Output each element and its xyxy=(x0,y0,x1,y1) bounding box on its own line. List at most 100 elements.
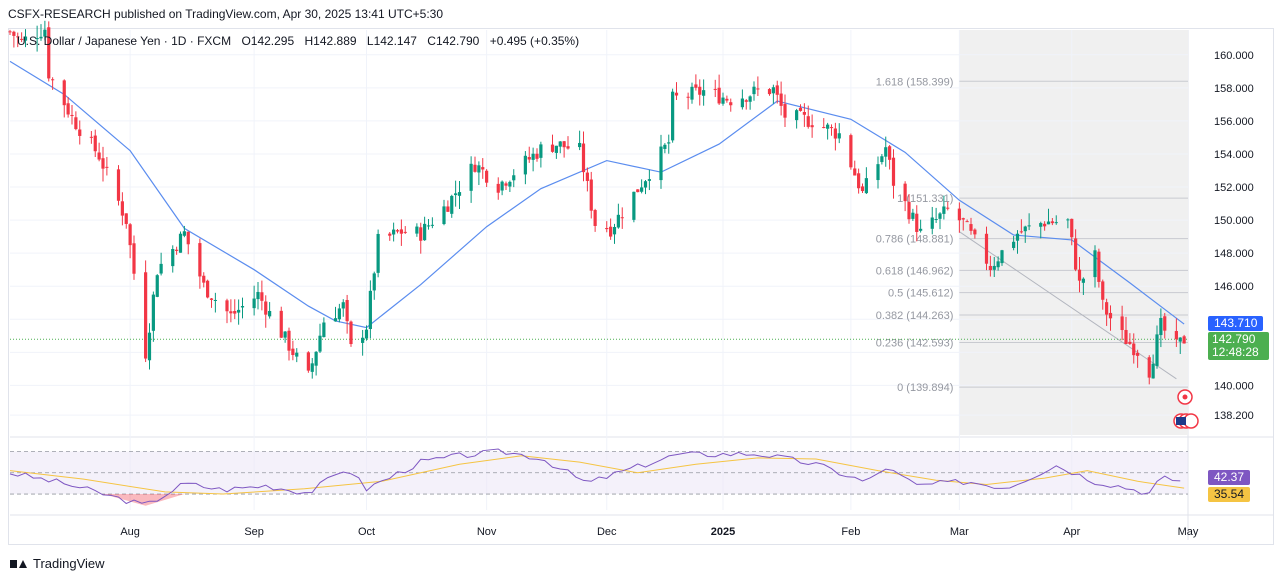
candle xyxy=(477,161,481,186)
candle xyxy=(1163,312,1167,339)
candle xyxy=(93,129,97,158)
candle-body xyxy=(667,142,671,144)
candle-body xyxy=(287,330,291,351)
candle-body xyxy=(771,87,775,94)
candle-body xyxy=(725,98,729,101)
candle-body xyxy=(233,310,237,314)
candle xyxy=(233,299,237,320)
candle xyxy=(376,229,380,278)
candle-body xyxy=(659,146,663,181)
candle-body xyxy=(1163,316,1167,331)
candle-body xyxy=(1093,250,1097,278)
candle-body xyxy=(837,133,841,139)
candle-body xyxy=(403,231,407,233)
candle-body xyxy=(1015,233,1020,241)
fibonacci-levels: 1.618 (158.399) 1 (151.331) 0.786 (148.881… xyxy=(10,76,1188,394)
candle-body xyxy=(333,318,338,322)
candle-body xyxy=(8,31,12,33)
candle-body xyxy=(291,348,295,356)
candle-body xyxy=(752,86,756,95)
candle-body xyxy=(496,183,500,193)
candle xyxy=(957,202,961,233)
candle xyxy=(783,94,787,128)
candle xyxy=(713,79,717,98)
candle-body xyxy=(884,147,888,157)
ohlc-high: H142.889 xyxy=(304,34,357,48)
candle-body xyxy=(1066,219,1070,221)
sma-price-tag: 143.710 xyxy=(1208,316,1264,331)
tradingview-brand: TradingView xyxy=(33,556,105,571)
candle xyxy=(345,294,349,334)
candle xyxy=(558,141,562,154)
candle xyxy=(961,217,965,231)
candle-body xyxy=(996,261,1000,268)
candle xyxy=(550,134,555,153)
candle xyxy=(341,299,345,317)
candle xyxy=(47,21,51,82)
grid-lines xyxy=(10,30,1188,510)
candle-body xyxy=(264,301,268,315)
last-price-value: 142.790 xyxy=(1212,332,1256,346)
candle xyxy=(806,105,810,129)
candle xyxy=(62,79,66,118)
candle xyxy=(322,317,326,338)
candle xyxy=(748,95,752,110)
candle-body xyxy=(694,84,698,88)
candle xyxy=(609,218,613,240)
candle xyxy=(268,302,272,319)
candle-body xyxy=(364,329,369,339)
candle-body xyxy=(485,170,489,183)
candle-body xyxy=(477,165,481,173)
candle-body xyxy=(527,157,531,160)
candle-body xyxy=(585,172,589,181)
candle xyxy=(120,192,124,226)
candle-body xyxy=(132,243,136,274)
candle xyxy=(399,219,403,246)
candle-body xyxy=(965,221,969,223)
candle xyxy=(674,82,679,101)
candle xyxy=(911,208,915,221)
candle-body xyxy=(829,127,834,129)
candle-body xyxy=(907,201,911,220)
candle-body xyxy=(151,294,155,331)
rsi-value-tag: 42.37 xyxy=(1208,470,1251,485)
candle xyxy=(857,168,861,194)
candle-body xyxy=(946,207,950,209)
symbol-name: U.S. Dollar / Japanese Yen · 1D · FXCM xyxy=(17,34,232,48)
candle-body xyxy=(550,144,555,152)
candle xyxy=(419,222,423,254)
candle xyxy=(1174,318,1178,347)
x-tick-label: May xyxy=(1178,526,1199,538)
candle xyxy=(1124,316,1128,345)
candle xyxy=(539,141,543,168)
candle-body xyxy=(1120,316,1124,331)
candle-body xyxy=(891,157,896,186)
candle-body xyxy=(903,183,907,202)
candle xyxy=(1081,277,1085,295)
candle xyxy=(66,97,70,118)
candle-body xyxy=(202,275,206,283)
candle xyxy=(1151,354,1155,379)
candle-body xyxy=(992,265,996,270)
candle-body xyxy=(1019,231,1023,233)
candle xyxy=(116,165,121,206)
candle-body xyxy=(395,230,400,232)
candle xyxy=(423,216,427,241)
candle-body xyxy=(450,195,454,214)
candle-body xyxy=(1043,223,1047,227)
candle xyxy=(132,235,136,280)
x-tick-label: Dec xyxy=(597,526,617,538)
candle-body xyxy=(1151,363,1155,379)
candle xyxy=(159,252,163,276)
candle xyxy=(279,306,283,338)
tradingview-footer[interactable]: TradingView xyxy=(10,556,105,571)
candle-body xyxy=(849,135,853,168)
candle xyxy=(295,348,299,363)
candle xyxy=(1050,218,1054,226)
candle xyxy=(124,213,128,229)
candle-body xyxy=(35,38,39,40)
candle xyxy=(1054,215,1058,225)
candle xyxy=(287,327,291,361)
candle xyxy=(1015,230,1020,254)
